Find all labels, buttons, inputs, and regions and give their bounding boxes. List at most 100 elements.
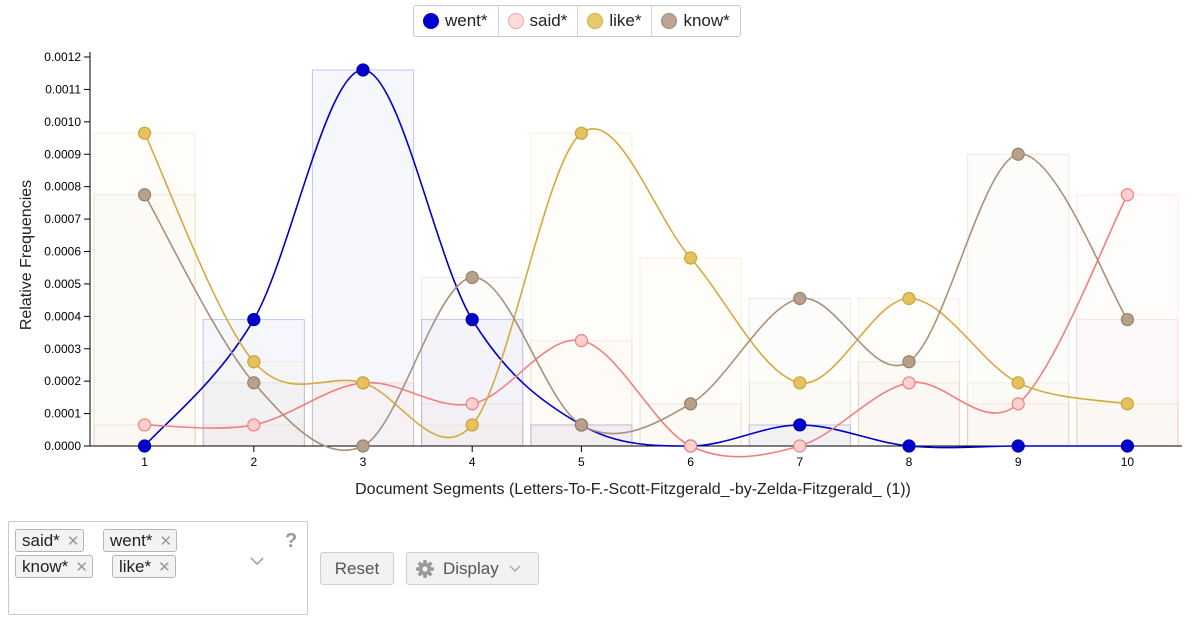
x-tick-label: 1 bbox=[141, 455, 148, 469]
data-point bbox=[465, 418, 479, 432]
legend: went* said* like* know* bbox=[413, 5, 741, 37]
legend-label: went* bbox=[445, 11, 488, 30]
y-axis-label: Relative Frequencies bbox=[18, 180, 35, 330]
data-point bbox=[1120, 439, 1135, 453]
term-selector[interactable]: said* ✕ went* ✕ know* ✕ like* ✕ ? bbox=[8, 521, 308, 615]
remove-tag-icon[interactable]: ✕ bbox=[158, 558, 171, 576]
data-point bbox=[1011, 439, 1025, 453]
tag-label: said* bbox=[22, 530, 60, 550]
legend-item-said[interactable]: said* bbox=[497, 6, 578, 36]
data-point bbox=[793, 376, 807, 390]
legend-label: said* bbox=[529, 11, 568, 30]
data-point bbox=[465, 270, 479, 285]
data-point bbox=[683, 397, 698, 411]
y-tick-label: 0.0007 bbox=[44, 212, 81, 226]
chart: 0.0000 0.0001 0.0002 0.0003 0.0004 0.0005 0.00… bbox=[18, 50, 1182, 498]
y-tick-label: 0.0001 bbox=[44, 407, 81, 421]
legend-label: know* bbox=[683, 11, 730, 30]
background-bar bbox=[311, 382, 415, 447]
data-point bbox=[138, 418, 152, 432]
data-point bbox=[1120, 312, 1135, 327]
data-point bbox=[138, 126, 152, 140]
legend-item-went[interactable]: went* bbox=[414, 6, 498, 36]
remove-tag-icon[interactable]: ✕ bbox=[66, 532, 80, 550]
tag-label: know* bbox=[22, 556, 69, 576]
y-tick-label: 0.0011 bbox=[45, 82, 81, 96]
x-tick-label: 8 bbox=[906, 455, 913, 469]
data-point bbox=[902, 376, 916, 390]
x-tick-label: 3 bbox=[360, 455, 367, 469]
data-point bbox=[138, 439, 152, 453]
data-point bbox=[138, 188, 152, 202]
data-point bbox=[683, 439, 698, 453]
y-tick-label: 0.0010 bbox=[44, 115, 81, 129]
data-point bbox=[793, 291, 807, 306]
data-point bbox=[247, 418, 261, 432]
reset-label: Reset bbox=[334, 558, 380, 578]
like-swatch-icon bbox=[587, 13, 604, 29]
background-bar bbox=[93, 194, 196, 447]
background-bar bbox=[530, 132, 633, 447]
y-tick-label: 0.0009 bbox=[44, 147, 81, 161]
data-point bbox=[574, 418, 589, 432]
x-tick-label: 4 bbox=[469, 455, 476, 469]
tag-know: know* ✕ bbox=[15, 555, 93, 578]
legend-item-like[interactable]: like* bbox=[577, 6, 651, 36]
data-point bbox=[574, 334, 589, 348]
said-swatch-icon bbox=[507, 13, 524, 29]
background-bar bbox=[202, 382, 305, 447]
help-icon[interactable]: ? bbox=[285, 530, 298, 552]
y-tick-label: 0.0002 bbox=[44, 374, 81, 388]
data-point bbox=[247, 376, 261, 390]
data-point bbox=[247, 312, 261, 327]
data-point bbox=[574, 126, 589, 140]
data-point bbox=[902, 439, 916, 453]
data-point bbox=[793, 418, 807, 432]
y-tick-label: 0.0008 bbox=[44, 180, 81, 194]
display-button[interactable]: Display bbox=[406, 552, 539, 585]
legend-item-know[interactable]: know* bbox=[651, 6, 739, 36]
data-point bbox=[902, 355, 916, 369]
background-bar bbox=[1076, 319, 1179, 447]
y-tick-label: 0.0004 bbox=[44, 309, 81, 323]
data-point bbox=[1120, 188, 1135, 202]
remove-tag-icon[interactable]: ✕ bbox=[159, 532, 173, 550]
series-points bbox=[138, 63, 1135, 453]
reset-button[interactable]: Reset bbox=[320, 552, 394, 585]
series-line bbox=[143, 69, 1128, 449]
series-line bbox=[143, 153, 1129, 452]
tag-label: like* bbox=[119, 556, 152, 576]
y-tick-label: 0.0006 bbox=[44, 245, 81, 259]
went-swatch-icon bbox=[423, 13, 439, 29]
data-point bbox=[356, 63, 370, 77]
data-point bbox=[902, 291, 916, 306]
remove-tag-icon[interactable]: ✕ bbox=[75, 558, 88, 576]
legend-label: like* bbox=[609, 11, 642, 30]
tag-label: went* bbox=[110, 530, 153, 550]
x-tick-label: 5 bbox=[578, 455, 585, 469]
series-lines bbox=[143, 69, 1129, 458]
tag-said: said* ✕ bbox=[15, 529, 85, 552]
x-axis-label: Document Segments (Letters-To-F.-Scott-F… bbox=[355, 481, 911, 498]
x-tick-label: 2 bbox=[250, 455, 257, 469]
tag-like: like* ✕ bbox=[112, 555, 176, 578]
x-tick-label: 7 bbox=[796, 455, 803, 469]
display-label: Display bbox=[443, 558, 499, 578]
series-line bbox=[143, 128, 1128, 439]
data-point bbox=[356, 376, 370, 390]
gear-icon bbox=[416, 559, 434, 578]
y-tick-label: 0.0012 bbox=[44, 50, 81, 64]
tag-went: went* ✕ bbox=[103, 529, 178, 552]
data-point bbox=[1011, 147, 1025, 161]
y-tick-label: 0.0000 bbox=[44, 439, 81, 453]
chevron-down-icon bbox=[509, 564, 521, 572]
x-tick-label: 9 bbox=[1015, 455, 1022, 469]
y-tick-label: 0.0003 bbox=[44, 342, 81, 356]
chevron-down-icon[interactable] bbox=[249, 556, 265, 566]
data-point bbox=[465, 397, 479, 411]
y-axis: 0.0000 0.0001 0.0002 0.0003 0.0004 0.0005 0.00… bbox=[44, 50, 91, 453]
data-point bbox=[683, 251, 698, 265]
x-tick-label: 6 bbox=[687, 455, 694, 469]
data-point bbox=[465, 312, 479, 327]
background-bar bbox=[857, 361, 961, 447]
